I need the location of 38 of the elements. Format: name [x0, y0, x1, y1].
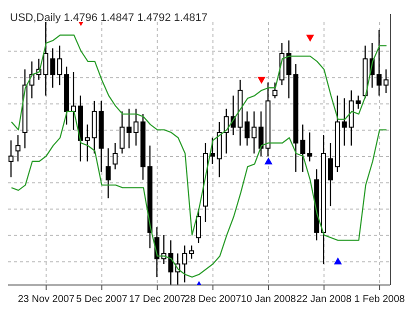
candlestick [112, 142, 118, 170]
point [258, 76, 266, 84]
candlestick [50, 48, 56, 88]
candlestick [8, 140, 14, 178]
candlestick [182, 244, 188, 283]
point [264, 157, 272, 164]
x-tick-label: 22 Jan 2008 [296, 294, 352, 305]
x-tick-label: 10 Jan 2008 [240, 294, 296, 305]
candlestick [71, 71, 76, 130]
candlestick [307, 132, 312, 162]
candlestick [126, 108, 132, 149]
x-tick-label: 28 Dec 2007 [184, 294, 242, 305]
x-tick-label: 5 Dec 2007 [76, 294, 128, 305]
candlestick [84, 124, 90, 162]
candlestick [224, 108, 229, 154]
candlestick [120, 110, 125, 154]
candlestick [244, 110, 250, 146]
x-tick-label: 1 Feb 2008 [354, 294, 406, 305]
candlestick [384, 68, 389, 94]
candlestick [134, 108, 139, 146]
candlestick [356, 95, 361, 110]
candlestick [376, 29, 382, 96]
candlestick [272, 82, 278, 99]
candlestick [196, 208, 202, 244]
candlestick [57, 45, 62, 86]
candlestick [252, 110, 257, 154]
candlestick [106, 148, 111, 199]
candlestick [189, 244, 194, 260]
x-tick-label: 17 Dec 2007 [128, 294, 186, 305]
point [334, 257, 342, 264]
candlestick [286, 40, 292, 99]
candlestick [258, 110, 264, 157]
point [306, 34, 314, 42]
candlestick [15, 134, 20, 162]
x-tick-label: 23 Nov 2007 [18, 294, 75, 305]
candlestick [342, 98, 347, 146]
chart-title: USD,Daily 1.4796 1.4847 1.4792 1.4817 [10, 12, 208, 24]
candlestick [328, 142, 333, 207]
